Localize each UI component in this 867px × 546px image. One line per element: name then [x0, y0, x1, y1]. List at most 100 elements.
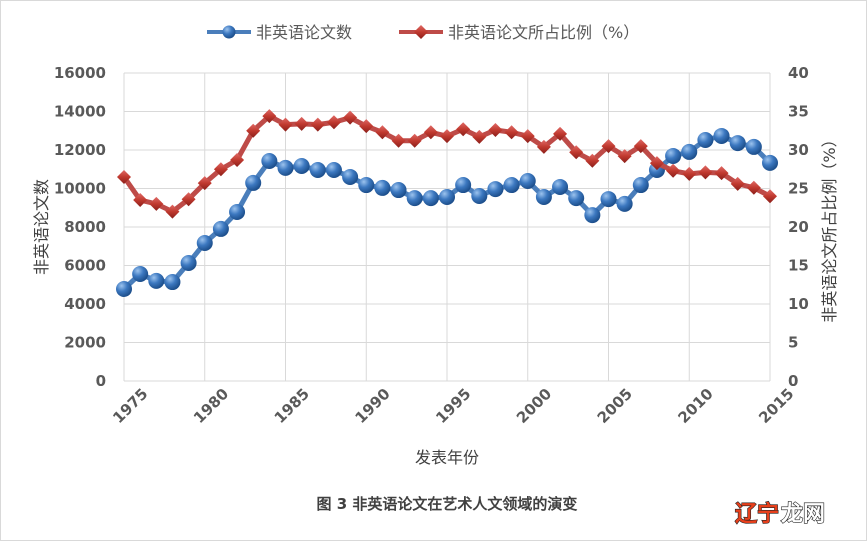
legend-diamond-marker	[414, 25, 428, 39]
data-point-diamond	[714, 166, 729, 181]
data-point-circle	[212, 220, 229, 237]
left-tick-label: 10000	[54, 180, 106, 198]
data-point-circle	[503, 177, 520, 194]
x-tick-label: 2010	[674, 385, 716, 427]
legend-label-ratio: 非英语论文所占比例（%）	[448, 23, 639, 42]
data-point-circle	[148, 272, 165, 289]
right-tick-label: 20	[788, 218, 809, 236]
data-point-diamond	[520, 129, 535, 144]
data-point-diamond	[730, 176, 745, 191]
left-tick-label: 0	[96, 372, 106, 390]
data-point-diamond	[763, 189, 777, 204]
data-point-circle	[762, 154, 778, 171]
left-tick-label: 4000	[64, 295, 106, 313]
data-point-diamond	[133, 193, 148, 208]
data-point-diamond	[391, 133, 406, 148]
x-tick-label: 1995	[432, 385, 474, 427]
data-point-diamond	[666, 163, 681, 178]
svg-text:龙网: 龙网	[781, 502, 825, 527]
x-tick-label: 2005	[594, 385, 636, 427]
data-point-diamond	[197, 176, 212, 191]
data-point-diamond	[230, 153, 245, 168]
data-point-diamond	[165, 204, 180, 219]
data-point-diamond	[278, 117, 293, 132]
data-point-diamond	[472, 129, 487, 144]
x-tick-label: 1990	[351, 385, 393, 427]
data-point-diamond	[601, 139, 616, 154]
svg-text:辽宁: 辽宁	[735, 501, 779, 527]
data-point-circle	[535, 188, 552, 205]
watermark-logo: 辽宁 龙网	[734, 500, 825, 527]
x-tick-label: 1985	[271, 385, 313, 427]
data-point-diamond	[294, 116, 309, 131]
data-point-circle	[374, 179, 391, 196]
legend-circle-marker	[222, 25, 236, 39]
right-tick-label: 10	[788, 295, 809, 313]
data-point-diamond	[649, 156, 664, 171]
data-point-circle	[116, 280, 132, 297]
legend-item-ratio: 非英语论文所占比例（%）	[399, 23, 639, 42]
data-point-diamond	[698, 165, 713, 180]
data-point-circle	[439, 188, 455, 205]
left-tick-label: 8000	[64, 218, 106, 236]
left-tick-label: 2000	[64, 334, 106, 352]
data-point-circle	[455, 177, 472, 194]
data-point-circle	[358, 177, 375, 194]
data-point-circle	[745, 138, 762, 155]
data-point-circle	[487, 181, 504, 198]
data-point-circle	[245, 174, 262, 191]
data-point-diamond	[633, 139, 648, 154]
data-point-diamond	[440, 129, 454, 144]
right-axis-title: 非英语论文所占比例（%）	[820, 131, 839, 322]
data-point-circle	[277, 159, 294, 176]
data-point-diamond	[246, 123, 261, 138]
right-tick-label: 35	[788, 103, 809, 121]
data-point-circle	[568, 190, 585, 207]
data-point-diamond	[181, 192, 196, 207]
data-point-circle	[681, 143, 698, 160]
series-ratio	[117, 109, 777, 219]
data-point-circle	[519, 172, 536, 189]
data-point-circle	[342, 168, 359, 185]
left-tick-label: 16000	[54, 64, 106, 82]
data-point-diamond	[407, 133, 422, 148]
data-point-circle	[697, 131, 714, 148]
data-point-circle	[261, 152, 278, 169]
x-axis-ticks: 1975 1980 1985 1990 1995 2000 2005 2010 2015	[109, 385, 797, 427]
x-tick-label: 1980	[190, 385, 232, 427]
left-axis-title: 非英语论文数	[32, 179, 51, 275]
right-tick-label: 5	[788, 334, 798, 352]
data-point-circle	[196, 234, 213, 251]
data-point-diamond	[359, 119, 374, 134]
data-point-circle	[422, 190, 439, 207]
data-point-diamond	[504, 125, 519, 140]
data-point-diamond	[553, 126, 568, 141]
data-point-diamond	[585, 153, 600, 168]
left-axis-ticks: 0 2000 4000 6000 8000 10000 12000 14000 16000	[54, 64, 106, 390]
figure-caption: 图 3 非英语论文在艺术人文领域的演变	[317, 495, 578, 513]
data-point-diamond	[746, 180, 761, 195]
legend-label-count: 非英语论文数	[256, 23, 352, 42]
data-point-circle	[406, 190, 423, 207]
left-tick-label: 12000	[54, 141, 106, 159]
data-point-diamond	[617, 149, 632, 164]
data-point-circle	[180, 254, 197, 271]
x-axis-title: 发表年份	[415, 448, 479, 467]
data-point-circle	[309, 162, 326, 179]
data-point-circle	[713, 127, 730, 144]
series-layer	[116, 109, 778, 297]
data-point-circle	[229, 203, 246, 220]
right-tick-label: 25	[788, 180, 809, 198]
data-point-circle	[390, 182, 407, 199]
data-point-diamond	[310, 117, 325, 132]
data-point-diamond	[117, 169, 131, 184]
right-axis-ticks: 0 5 10 15 20 25 30 35 40	[788, 64, 809, 390]
data-point-circle	[132, 265, 149, 282]
x-tick-label: 2000	[513, 385, 555, 427]
legend: 非英语论文数 非英语论文所占比例（%）	[207, 23, 639, 42]
data-point-circle	[584, 207, 601, 224]
data-point-circle	[471, 188, 488, 205]
right-tick-label: 0	[788, 372, 798, 390]
data-point-circle	[293, 157, 310, 174]
